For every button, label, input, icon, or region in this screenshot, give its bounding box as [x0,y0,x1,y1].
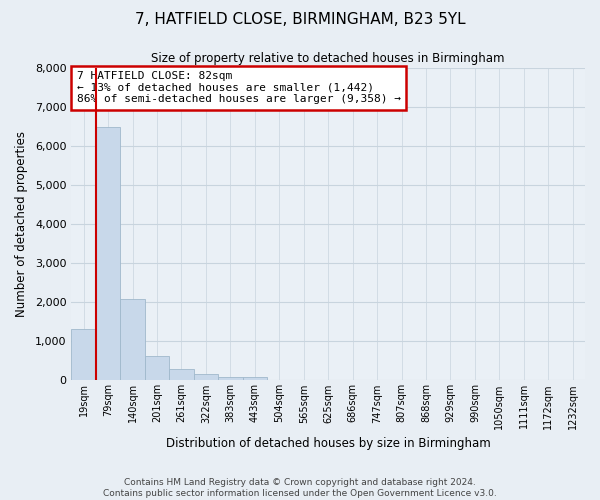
Bar [121,299,145,380]
X-axis label: Distribution of detached houses by size in Birmingham: Distribution of detached houses by size … [166,437,491,450]
Bar [71,329,96,380]
Bar [242,376,267,380]
Y-axis label: Number of detached properties: Number of detached properties [15,131,28,317]
Bar [194,374,218,380]
Title: Size of property relative to detached houses in Birmingham: Size of property relative to detached ho… [151,52,505,66]
Text: 7 HATFIELD CLOSE: 82sqm
← 13% of detached houses are smaller (1,442)
86% of semi: 7 HATFIELD CLOSE: 82sqm ← 13% of detache… [77,71,401,104]
Bar [169,368,194,380]
Text: 7, HATFIELD CLOSE, BIRMINGHAM, B23 5YL: 7, HATFIELD CLOSE, BIRMINGHAM, B23 5YL [134,12,466,28]
Bar [218,377,242,380]
Text: Contains HM Land Registry data © Crown copyright and database right 2024.
Contai: Contains HM Land Registry data © Crown c… [103,478,497,498]
Bar [96,126,121,380]
Bar [145,356,169,380]
